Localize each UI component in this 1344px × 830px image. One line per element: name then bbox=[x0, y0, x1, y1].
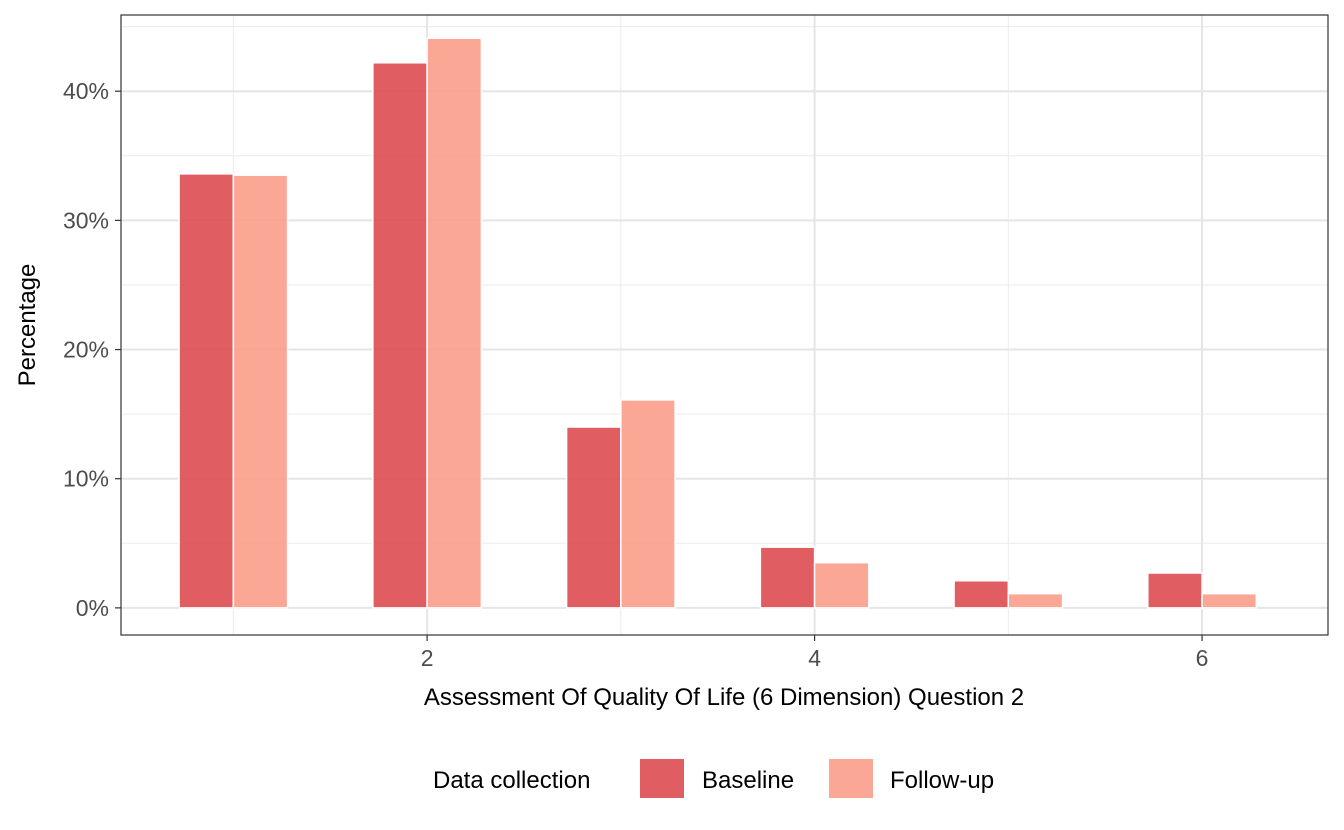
bar-baseline-3 bbox=[565, 426, 622, 609]
legend-swatch-baseline bbox=[640, 759, 684, 798]
bar-follow-up-2 bbox=[426, 37, 483, 609]
bar-follow-up-3 bbox=[620, 399, 676, 609]
bar-follow-up-1 bbox=[232, 174, 289, 609]
x-axis: 2 4 6 bbox=[421, 635, 1209, 671]
bars bbox=[178, 37, 1258, 609]
bar-follow-up-5 bbox=[1007, 592, 1064, 609]
bar-baseline-5 bbox=[953, 580, 1010, 609]
legend-label-baseline: Baseline bbox=[702, 767, 794, 794]
y-axis: 0% 10% 20% 30% 40% bbox=[63, 78, 121, 621]
y-tick-label: 10% bbox=[63, 466, 109, 492]
plot-border bbox=[120, 14, 1329, 636]
bar-follow-up-4 bbox=[813, 561, 870, 609]
y-tick-label: 20% bbox=[63, 337, 109, 363]
y-axis-title: Percentage bbox=[14, 264, 41, 387]
bar-follow-up-6 bbox=[1201, 592, 1258, 609]
y-tick-label: 40% bbox=[63, 78, 109, 104]
legend-swatch-follow-up bbox=[829, 759, 873, 798]
bar-baseline-1 bbox=[178, 173, 235, 609]
bar-baseline-6 bbox=[1147, 572, 1203, 609]
bar-baseline-4 bbox=[759, 546, 816, 609]
y-tick-label: 0% bbox=[76, 595, 109, 621]
x-axis-title: Assessment Of Quality Of Life (6 Dimensi… bbox=[424, 684, 1024, 711]
bar-baseline-2 bbox=[372, 62, 428, 609]
x-tick-label: 2 bbox=[421, 645, 434, 671]
x-tick-label: 6 bbox=[1196, 645, 1209, 671]
legend: Data collection Baseline Follow-up bbox=[433, 759, 994, 798]
legend-label-follow-up: Follow-up bbox=[890, 767, 994, 794]
plot-background bbox=[121, 15, 1328, 635]
x-tick-label: 4 bbox=[808, 645, 821, 671]
y-tick-label: 30% bbox=[63, 207, 109, 233]
legend-title: Data collection bbox=[433, 767, 590, 794]
